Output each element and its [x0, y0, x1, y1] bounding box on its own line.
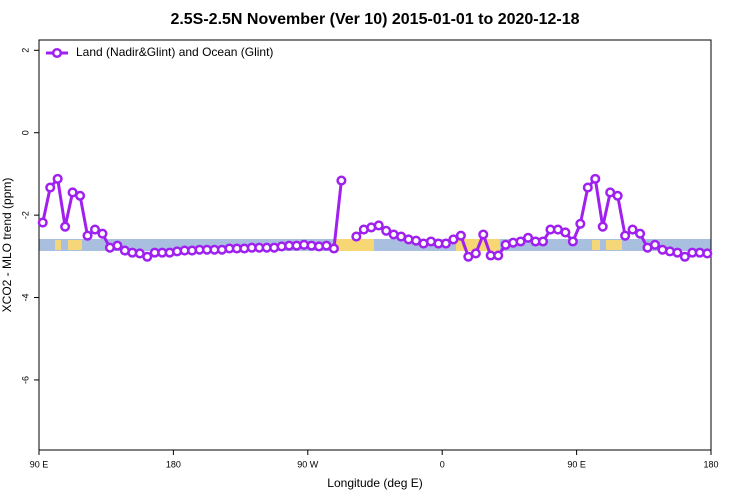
point — [702, 248, 713, 259]
point — [560, 227, 571, 238]
plot-frame — [38, 39, 712, 451]
point — [336, 175, 347, 186]
point — [45, 182, 56, 193]
point — [612, 190, 623, 201]
point — [582, 182, 593, 193]
point — [328, 243, 339, 254]
point — [575, 218, 586, 229]
x-tick-label: 90 W — [297, 459, 319, 469]
x-tick-label: 180 — [703, 459, 718, 469]
point — [97, 228, 108, 239]
point — [515, 236, 526, 247]
point — [89, 224, 101, 235]
point — [448, 234, 459, 245]
y-axis-label: XCO2 - MLO trend (ppm) — [0, 178, 14, 313]
y-tick-label: -4 — [20, 294, 30, 302]
y-tick-label: -2 — [20, 211, 30, 219]
x-tick-label: 0 — [440, 459, 445, 469]
point — [478, 229, 489, 240]
point — [351, 231, 362, 242]
point — [112, 240, 123, 251]
x-tick-label: 90 E — [567, 459, 586, 469]
point — [455, 230, 466, 241]
y-tick-label: -6 — [20, 376, 30, 384]
point — [537, 236, 549, 247]
point — [470, 248, 481, 259]
point — [523, 232, 534, 243]
point — [649, 239, 661, 250]
point — [142, 251, 153, 262]
point — [37, 217, 48, 228]
point — [567, 236, 578, 247]
point — [590, 173, 601, 184]
x-tick-label: 90 E — [30, 459, 49, 469]
point — [60, 221, 71, 232]
x-tick-label: 180 — [166, 459, 181, 469]
legend-label: Land (Nadir&Glint) and Ocean (Glint) — [76, 45, 273, 59]
y-tick-label: 0 — [20, 130, 30, 135]
point — [75, 190, 86, 201]
point — [52, 173, 63, 184]
x-axis-label: Longitude (deg E) — [327, 476, 422, 490]
point — [373, 220, 384, 231]
point — [635, 228, 646, 239]
point — [440, 238, 451, 249]
chart-title: 2.5S-2.5N November (Ver 10) 2015-01-01 t… — [170, 11, 579, 28]
point — [82, 230, 93, 241]
point — [627, 224, 638, 235]
point — [493, 250, 504, 261]
point — [597, 221, 608, 232]
point — [679, 251, 690, 262]
y-tick-label: 2 — [20, 48, 30, 53]
point — [672, 247, 683, 258]
point — [620, 230, 631, 241]
legend-marker — [51, 47, 63, 59]
point — [381, 225, 392, 236]
